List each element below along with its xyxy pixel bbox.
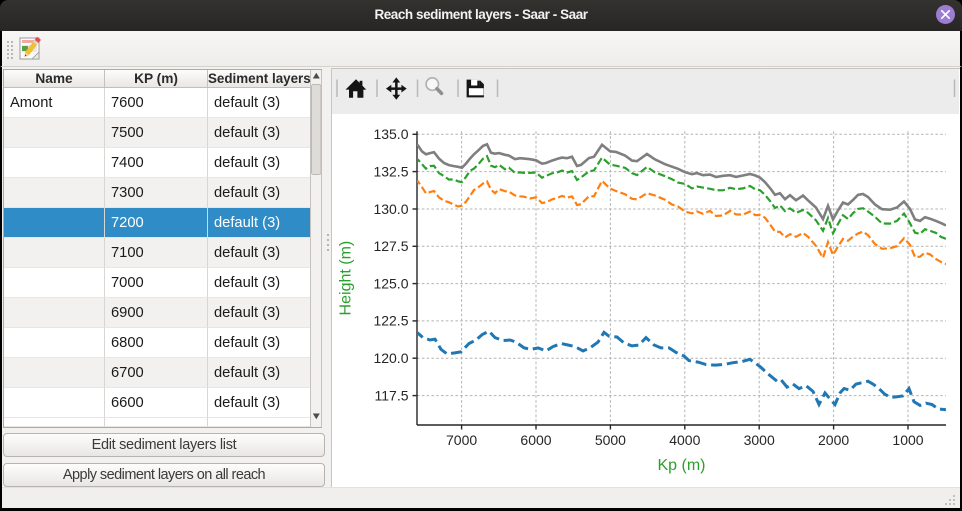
svg-text:4000: 4000: [669, 432, 700, 448]
svg-text:Kp (m): Kp (m): [658, 457, 706, 474]
svg-text:5000: 5000: [595, 432, 626, 448]
svg-text:1000: 1000: [892, 432, 923, 448]
svg-text:130.0: 130.0: [373, 201, 408, 217]
svg-text:122.5: 122.5: [373, 313, 408, 329]
svg-text:117.5: 117.5: [375, 387, 409, 403]
svg-text:3000: 3000: [744, 432, 775, 448]
svg-text:2000: 2000: [818, 432, 849, 448]
svg-text:127.5: 127.5: [373, 238, 408, 254]
svg-text:Height (m): Height (m): [338, 241, 355, 316]
svg-text:120.0: 120.0: [373, 350, 408, 366]
svg-text:135.0: 135.0: [373, 126, 408, 142]
svg-text:125.0: 125.0: [373, 275, 408, 291]
svg-text:6000: 6000: [520, 432, 551, 448]
svg-text:132.5: 132.5: [373, 163, 408, 179]
svg-text:7000: 7000: [446, 432, 477, 448]
